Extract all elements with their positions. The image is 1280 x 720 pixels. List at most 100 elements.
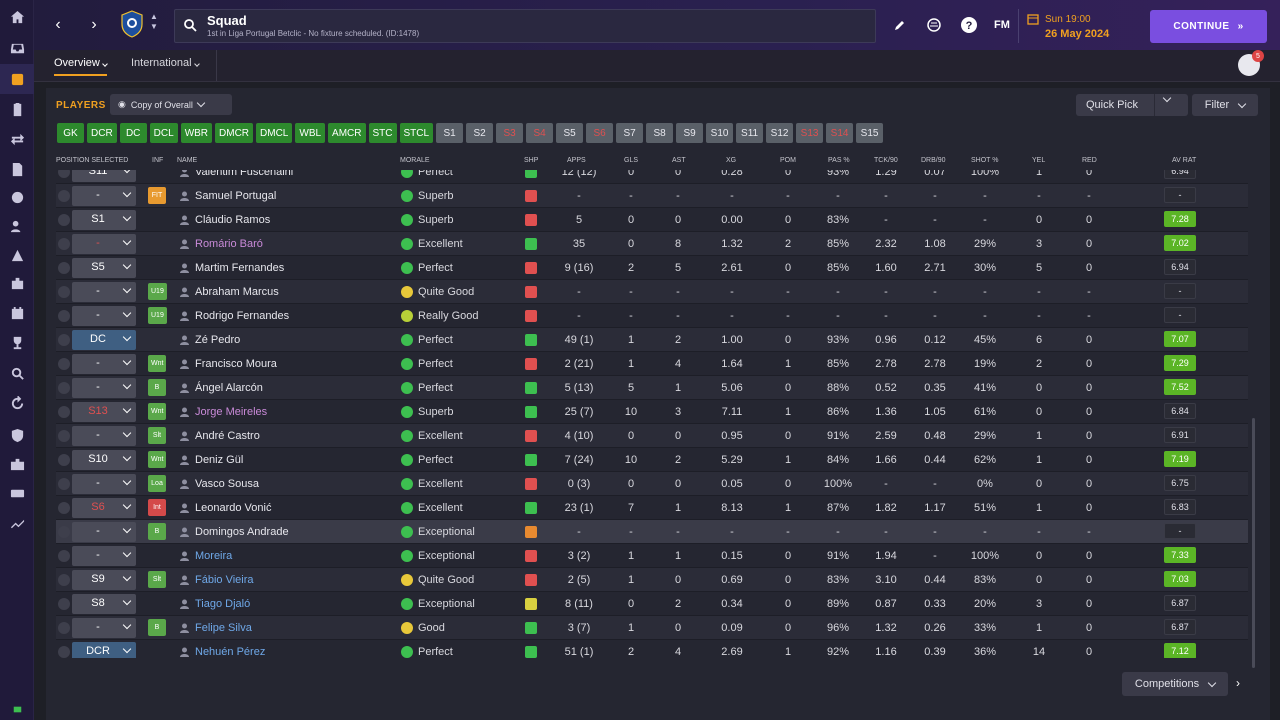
position-chip[interactable]: DMCR — [215, 123, 254, 143]
position-chip[interactable]: S3 — [496, 123, 524, 143]
col-name[interactable]: NAME — [177, 157, 198, 164]
table-row[interactable]: S10 Wnt Deniz Gül Perfect 7 (24) 10 2 5.29 1 84% 1… — [56, 448, 1248, 472]
table-row[interactable]: - Moreira Exceptional 3 (2) 1 1 0.15 0 91% 1.94 - 1… — [56, 544, 1248, 568]
finance-icon[interactable] — [0, 478, 34, 508]
player-name[interactable]: Cláudio Ramos — [195, 214, 271, 226]
player-name[interactable]: Nehuén Pérez — [195, 646, 266, 658]
quick-pick-button[interactable]: Quick Pick — [1076, 93, 1188, 116]
row-checkbox[interactable] — [58, 358, 70, 370]
player-name[interactable]: Moreira — [195, 550, 233, 562]
position-select[interactable]: S10 — [72, 450, 136, 470]
info-badge[interactable]: Wnt — [148, 451, 167, 468]
row-checkbox[interactable] — [58, 646, 70, 658]
position-chip[interactable]: DMCL — [256, 123, 293, 143]
position-chip[interactable]: WBL — [295, 123, 326, 143]
col-tck[interactable]: TCK/90 — [874, 157, 898, 164]
info-badge[interactable]: Slt — [148, 427, 166, 444]
player-name[interactable]: Domingos Andrade — [195, 526, 289, 538]
player-name[interactable]: Ángel Alarcón — [195, 382, 263, 394]
table-row[interactable]: - U19 Abraham Marcus Quite Good - - - - - - - - - - - - — [56, 280, 1248, 304]
row-checkbox[interactable] — [58, 502, 70, 514]
info-badge[interactable]: B — [148, 619, 166, 636]
continue-button[interactable]: CONTINUE » — [1150, 10, 1267, 43]
position-select[interactable]: - — [72, 282, 136, 302]
row-checkbox[interactable] — [58, 622, 70, 634]
position-select[interactable]: - — [72, 186, 136, 206]
position-select[interactable]: - — [72, 378, 136, 398]
row-checkbox[interactable] — [58, 550, 70, 562]
transfer-icon[interactable] — [0, 124, 34, 154]
table-row[interactable]: - Romário Baró Excellent 35 0 8 1.32 2 85% 2.32 1.… — [56, 232, 1248, 256]
player-name[interactable]: Romário Baró — [195, 238, 263, 250]
position-select[interactable]: S13 — [72, 402, 136, 422]
position-select[interactable]: - — [72, 474, 136, 494]
position-select[interactable]: - — [72, 354, 136, 374]
position-chip[interactable]: DC — [119, 123, 147, 143]
row-checkbox[interactable] — [58, 238, 70, 250]
club-switch-icon[interactable]: ▲ ▼ — [150, 12, 158, 31]
position-select[interactable]: - — [72, 618, 136, 638]
position-select[interactable]: - — [72, 306, 136, 326]
player-name[interactable]: Vasco Sousa — [195, 478, 260, 490]
info-badge[interactable]: Wnt — [148, 403, 167, 420]
table-row[interactable]: S6 Int Leonardo Vonić Excellent 23 (1) 7 1 8.13… — [56, 496, 1248, 520]
player-name[interactable]: Abraham Marcus — [195, 286, 279, 298]
player-name[interactable]: Francisco Moura — [195, 358, 277, 370]
position-chip[interactable]: S7 — [616, 123, 644, 143]
table-row[interactable]: S11 Valentim Fuscenaini Perfect 12 (12) 0 0 0.… — [56, 170, 1248, 184]
col-position-selected[interactable]: POSITION SELECTED — [56, 157, 129, 164]
table-row[interactable]: S13 Wnt Jorge Meireles Superb 25 (7) 10 3 7.11 1… — [56, 400, 1248, 424]
info-badge[interactable]: U19 — [148, 307, 167, 324]
row-checkbox[interactable] — [58, 598, 70, 610]
player-name[interactable]: Zé Pedro — [195, 334, 241, 346]
medical-icon[interactable] — [0, 268, 34, 298]
position-select[interactable]: S8 — [72, 594, 136, 614]
player-name[interactable]: André Castro — [195, 430, 260, 442]
row-checkbox[interactable] — [58, 286, 70, 298]
squad-icon[interactable] — [0, 64, 34, 94]
col-shot[interactable]: SHOT % — [971, 157, 999, 164]
player-name[interactable]: Tiago Djaló — [195, 598, 251, 610]
player-name[interactable]: Deniz Gül — [195, 454, 244, 466]
info-badge[interactable]: Int — [148, 499, 166, 516]
position-select[interactable]: S11 — [72, 170, 136, 182]
row-checkbox[interactable] — [58, 454, 70, 466]
position-select[interactable]: S6 — [72, 498, 136, 518]
position-chip[interactable]: DCR — [87, 123, 117, 143]
position-chip[interactable]: S11 — [736, 123, 764, 143]
inbox-icon[interactable] — [0, 33, 34, 63]
back-arrow-icon[interactable]: ‹ — [55, 16, 61, 33]
position-select[interactable]: S9 — [72, 570, 136, 590]
player-name[interactable]: Jorge Meireles — [195, 406, 268, 418]
col-apps[interactable]: APPS — [567, 157, 586, 164]
clipboard-icon[interactable] — [0, 94, 34, 124]
col-inf[interactable]: INF — [152, 157, 164, 164]
people-icon[interactable] — [0, 211, 34, 241]
competitions-button[interactable]: Competitions — [1122, 672, 1228, 696]
info-badge[interactable]: FIT — [148, 187, 166, 204]
row-checkbox[interactable] — [58, 310, 70, 322]
row-checkbox[interactable] — [58, 526, 70, 538]
info-badge[interactable]: Loa — [148, 475, 166, 492]
tab-international[interactable]: International — [131, 57, 200, 69]
table-row[interactable]: - B Domingos Andrade Exceptional - - - - - - - - - - -… — [56, 520, 1248, 544]
row-checkbox[interactable] — [58, 262, 70, 274]
table-row[interactable]: - B Ángel Alarcón Perfect 5 (13) 5 1 5.06 0 88% 0.… — [56, 376, 1248, 400]
col-yel[interactable]: YEL — [1032, 157, 1046, 164]
position-select[interactable]: S5 — [72, 258, 136, 278]
briefcase-icon[interactable] — [0, 449, 34, 479]
row-checkbox[interactable] — [58, 430, 70, 442]
table-row[interactable]: - FIT Samuel Portugal Superb - - - - - - - - - - - - — [56, 184, 1248, 208]
table-row[interactable]: - U19 Rodrigo Fernandes Really Good - - - - - - - -… — [56, 304, 1248, 328]
table-row[interactable]: DC Zé Pedro Perfect 49 (1) 1 2 1.00 0 93% 0.96 0.1… — [56, 328, 1248, 352]
document-icon[interactable] — [0, 154, 34, 184]
col-pom[interactable]: POM — [780, 157, 796, 164]
position-chip[interactable]: S9 — [676, 123, 704, 143]
row-checkbox[interactable] — [58, 478, 70, 490]
trophy-icon[interactable] — [0, 327, 34, 357]
position-chip[interactable]: S8 — [646, 123, 674, 143]
row-checkbox[interactable] — [58, 334, 70, 346]
position-chip[interactable]: WBR — [180, 123, 213, 143]
club-badge[interactable] — [120, 10, 144, 38]
player-name[interactable]: Valentim Fuscenaini — [195, 170, 294, 178]
